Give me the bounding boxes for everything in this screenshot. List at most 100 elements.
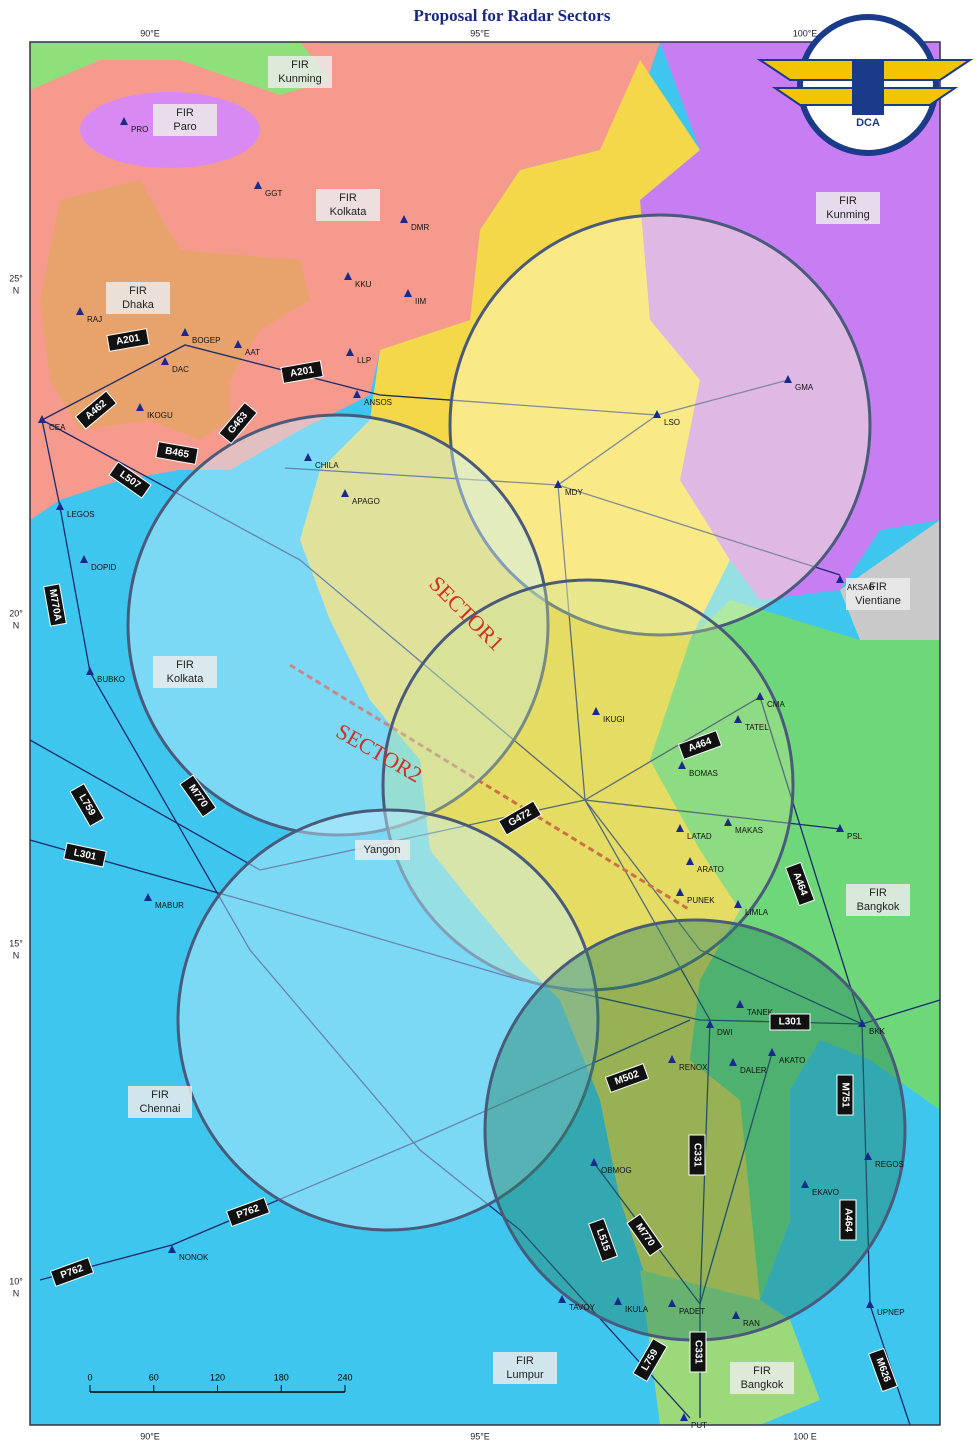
waypoint-label: MDY xyxy=(565,488,583,497)
waypoint-label: BOGEP xyxy=(192,336,220,345)
waypoint-label: PUNEK xyxy=(687,896,715,905)
waypoint-label: PSL xyxy=(847,832,863,841)
route-tag: L301 xyxy=(770,1014,810,1030)
fir-label: FIR xyxy=(869,887,887,899)
fir-label: Lumpur xyxy=(506,1369,544,1381)
waypoint-label: BKK xyxy=(869,1027,886,1036)
fir-label: FIR xyxy=(176,107,194,119)
waypoint-label: BUBKO xyxy=(97,675,125,684)
fir-label: Dhaka xyxy=(122,299,155,311)
fir-label: FIR xyxy=(291,59,309,71)
fir-label: FIR xyxy=(516,1355,534,1367)
route-label: A464 xyxy=(842,1208,853,1232)
waypoint-label: LIMLA xyxy=(745,908,769,917)
waypoint-label: LLP xyxy=(357,356,371,365)
waypoint-label: LATAD xyxy=(687,832,712,841)
waypoint-label: DALER xyxy=(740,1066,767,1075)
waypoint-label: IKULA xyxy=(625,1305,649,1314)
longitude-label: 90°E xyxy=(140,28,160,38)
waypoint-label: PADET xyxy=(679,1307,705,1316)
fir-label: FIR xyxy=(839,195,857,207)
latitude-label: N xyxy=(13,950,20,960)
fir-label: Bangkok xyxy=(857,901,900,913)
fir-label: FIR xyxy=(176,659,194,671)
waypoint-label: EKAVO xyxy=(812,1188,839,1197)
waypoint-label: NONOK xyxy=(179,1253,209,1262)
waypoint-label: ANSOS xyxy=(364,398,392,407)
waypoint-label: MAKAS xyxy=(735,826,763,835)
latitude-label: 15° xyxy=(9,938,23,948)
logo-tower xyxy=(852,60,884,115)
waypoint-label: RAJ xyxy=(87,315,102,324)
waypoint-label: REGOS xyxy=(875,1160,904,1169)
waypoint-label: CEA xyxy=(49,423,66,432)
route-tag: M751 xyxy=(837,1075,853,1115)
waypoint-label: PUT xyxy=(691,1421,707,1430)
waypoint-label: DAC xyxy=(172,365,189,374)
city-label: Yangon xyxy=(363,844,400,856)
waypoint-label: AKATO xyxy=(779,1056,805,1065)
waypoint-label: KKU xyxy=(355,280,372,289)
waypoint-label: ARATO xyxy=(697,865,724,874)
latitude-label: 20° xyxy=(9,608,23,618)
route-label: M751 xyxy=(839,1082,850,1107)
fir-label: FIR xyxy=(339,192,357,204)
longitude-label: 100°E xyxy=(793,28,818,38)
waypoint-label: IIM xyxy=(415,297,426,306)
longitude-label: 100 E xyxy=(793,1431,817,1441)
longitude-label: 90°E xyxy=(140,1431,160,1441)
waypoint-label: UPNEP xyxy=(877,1308,905,1317)
waypoint-label: GMA xyxy=(795,383,814,392)
latitude-label: 25° xyxy=(9,273,23,283)
route-label: L301 xyxy=(779,1017,802,1028)
waypoint-label: GGT xyxy=(265,189,282,198)
waypoint-label: AKSAG xyxy=(847,583,875,592)
waypoint-label: CHILA xyxy=(315,461,339,470)
waypoint-label: BOMAS xyxy=(689,769,718,778)
fir-label: Kolkata xyxy=(167,673,205,685)
waypoint-label: TATEL xyxy=(745,723,769,732)
scale-label: 0 xyxy=(87,1372,92,1382)
latitude-label: N xyxy=(13,620,20,630)
latitude-label: N xyxy=(13,285,20,295)
fir-label: Chennai xyxy=(140,1103,181,1115)
route-tag: A464 xyxy=(840,1200,856,1240)
fir-label: Kunming xyxy=(278,73,321,85)
waypoint-label: PRO xyxy=(131,125,148,134)
map: Proposal for Radar Sectors DCA 90°E 90°E 9… xyxy=(0,0,980,1447)
waypoint-label: DWI xyxy=(717,1028,733,1037)
scale-label: 120 xyxy=(210,1372,225,1382)
waypoint-label: LEGOS xyxy=(67,510,95,519)
fir-label: FIR xyxy=(151,1089,169,1101)
fir-label: Paro xyxy=(173,121,196,133)
waypoint-label: IKOGU xyxy=(147,411,173,420)
fir-label: Bangkok xyxy=(741,1379,784,1391)
scale-label: 240 xyxy=(337,1372,352,1382)
route-tag: C331 xyxy=(690,1332,706,1372)
longitude-label: 95°E xyxy=(470,1431,490,1441)
route-tag: C331 xyxy=(689,1135,705,1175)
scale-label: 180 xyxy=(274,1372,289,1382)
waypoint-label: APAGO xyxy=(352,497,380,506)
waypoint-label: TAVOY xyxy=(569,1303,596,1312)
waypoint-label: DOPID xyxy=(91,563,117,572)
waypoint-label: MABUR xyxy=(155,901,184,910)
waypoint-label: AAT xyxy=(245,348,260,357)
waypoint-label: RENOX xyxy=(679,1063,708,1072)
scale-label: 60 xyxy=(149,1372,159,1382)
route-label: C331 xyxy=(692,1340,703,1364)
waypoint-label: IKUGI xyxy=(603,715,625,724)
fir-label: FIR xyxy=(753,1365,771,1377)
logo-text: DCA xyxy=(856,117,880,129)
waypoint-label: CMA xyxy=(767,700,785,709)
fir-label: Kolkata xyxy=(330,206,368,218)
waypoint-label: LSO xyxy=(664,418,680,427)
map-title: Proposal for Radar Sectors xyxy=(414,6,611,25)
waypoint-label: RAN xyxy=(743,1319,760,1328)
latitude-label: 10° xyxy=(9,1276,23,1286)
route-label: C331 xyxy=(691,1143,702,1167)
waypoint-label: OBMOG xyxy=(601,1166,632,1175)
fir-label: Kunming xyxy=(826,209,869,221)
longitude-label: 95°E xyxy=(470,28,490,38)
waypoint-label: DMR xyxy=(411,223,429,232)
